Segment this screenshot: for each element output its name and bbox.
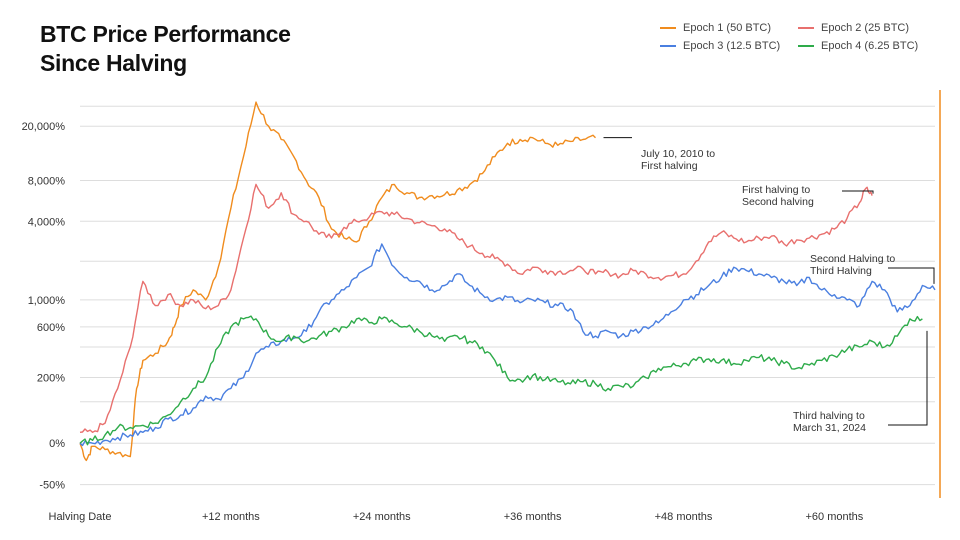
legend-label-epoch-1: Epoch 1 (50 BTC)	[683, 22, 772, 34]
legend-item-epoch-3: Epoch 3 (12.5 BTC)	[660, 40, 798, 52]
y-tick-label: 1,000%	[28, 295, 66, 307]
y-tick-label: 200%	[37, 373, 65, 385]
x-tick-label: Halving Date	[49, 511, 112, 523]
x-tick-label: +36 months	[504, 511, 562, 523]
legend-item-epoch-1: Epoch 1 (50 BTC)	[660, 22, 798, 34]
x-tick-label: +48 months	[655, 511, 713, 523]
series-line-epoch-4	[79, 315, 923, 446]
annotation-label-epoch-1: July 10, 2010 to	[641, 148, 715, 160]
annotation-label-epoch-3: Second Halving to	[810, 253, 895, 265]
legend-swatch-epoch-4	[798, 45, 814, 47]
annotation-leader-line	[888, 267, 935, 284]
x-tick-label: +60 months	[806, 511, 864, 523]
legend-swatch-epoch-2	[798, 27, 814, 29]
annotation-label-epoch-4: March 31, 2024	[793, 422, 866, 434]
chart-title-line-2: Since Halving	[40, 50, 187, 76]
legend-item-epoch-2: Epoch 2 (25 BTC)	[798, 22, 938, 34]
chart-title: BTC Price Performance Since Halving	[40, 20, 370, 78]
y-tick-label: 8,000%	[28, 176, 66, 188]
series-line-epoch-2	[79, 183, 873, 433]
legend-swatch-epoch-1	[660, 27, 676, 29]
annotation-label-epoch-2: First halving to	[742, 184, 810, 196]
y-tick-label: 4,000%	[28, 216, 66, 228]
y-tick-label: 600%	[37, 322, 65, 334]
annotation-label-epoch-1: First halving	[641, 160, 698, 172]
series-line-epoch-3	[79, 243, 936, 447]
annotation-label-epoch-3: Third Halving	[810, 265, 872, 277]
y-tick-label: -50%	[39, 480, 65, 492]
legend-swatch-epoch-3	[660, 45, 676, 47]
y-tick-label: 20,000%	[22, 121, 66, 133]
x-tick-label: +24 months	[353, 511, 411, 523]
x-tick-label: +12 months	[202, 511, 260, 523]
chart-legend: Epoch 1 (50 BTC) Epoch 2 (25 BTC) Epoch …	[660, 22, 950, 52]
annotation-label-epoch-4: Third halving to	[793, 410, 865, 422]
legend-label-epoch-4: Epoch 4 (6.25 BTC)	[821, 40, 919, 52]
series-line-epoch-1	[79, 101, 596, 462]
legend-item-epoch-4: Epoch 4 (6.25 BTC)	[798, 40, 938, 52]
legend-label-epoch-2: Epoch 2 (25 BTC)	[821, 22, 910, 34]
chart-title-line-1: BTC Price Performance	[40, 21, 291, 47]
annotation-leader-line	[888, 330, 928, 426]
legend-label-epoch-3: Epoch 3 (12.5 BTC)	[683, 40, 781, 52]
y-tick-label: 0%	[49, 438, 65, 450]
annotation-label-epoch-2: Second halving	[742, 196, 814, 208]
annotation-leader-line	[842, 190, 874, 194]
